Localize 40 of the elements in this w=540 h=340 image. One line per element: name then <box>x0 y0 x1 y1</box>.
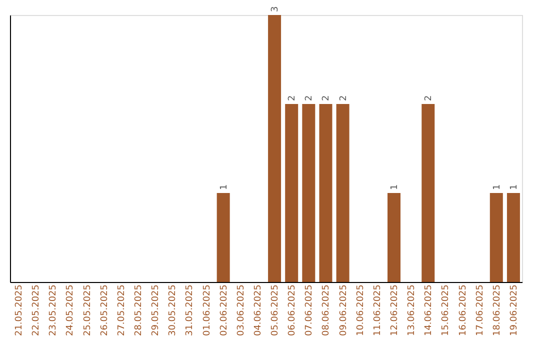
data-label: 2 <box>304 95 315 101</box>
data-label: 2 <box>288 95 298 101</box>
x-tick-label: 16.06.2025 <box>458 284 468 336</box>
x-tick-label: 06.06.2025 <box>288 284 298 336</box>
x-tick-label: 17.06.2025 <box>475 284 486 336</box>
x-tick-label: 30.05.2025 <box>168 284 178 336</box>
x-tick-label: 05.06.2025 <box>270 284 281 336</box>
x-tick-label: 08.06.2025 <box>322 284 332 336</box>
data-label: 3 <box>270 6 281 12</box>
x-tick-label: 02.06.2025 <box>219 284 230 336</box>
data-label: 2 <box>338 95 349 101</box>
x-tick-label: 15.06.2025 <box>441 284 452 336</box>
data-label: 2 <box>322 95 332 101</box>
x-tick-label: 31.05.2025 <box>185 284 196 336</box>
x-tick-label: 19.06.2025 <box>509 284 520 336</box>
x-tick-label: 10.06.2025 <box>356 284 366 336</box>
x-tick-label: 11.06.2025 <box>372 284 383 336</box>
x-tick-label: 03.06.2025 <box>236 284 246 336</box>
x-tick-label: 18.06.2025 <box>492 284 502 336</box>
x-tick-label: 09.06.2025 <box>338 284 349 336</box>
x-tick-label: 07.06.2025 <box>304 284 315 336</box>
x-tick-label: 14.06.2025 <box>424 284 434 336</box>
x-tick-label: 24.05.2025 <box>66 284 76 336</box>
x-tick-label: 01.06.2025 <box>202 284 212 336</box>
data-label: 1 <box>390 184 400 190</box>
x-tick-label: 13.06.2025 <box>407 284 418 336</box>
data-label: 1 <box>219 184 230 190</box>
data-label: 1 <box>509 184 520 190</box>
x-tick-label: 26.05.2025 <box>100 284 110 336</box>
x-tick-label: 22.05.2025 <box>32 284 42 336</box>
data-label: 1 <box>492 184 502 190</box>
x-tick-label: 27.05.2025 <box>116 284 127 336</box>
x-tick-label: 12.06.2025 <box>390 284 400 336</box>
x-tick-label: 23.05.2025 <box>48 284 59 336</box>
x-tick-label: 25.05.2025 <box>82 284 93 336</box>
data-label: 2 <box>424 95 434 101</box>
x-tick-label: 21.05.2025 <box>14 284 25 336</box>
x-tick-label: 04.06.2025 <box>253 284 264 336</box>
x-tick-label: 29.05.2025 <box>151 284 162 336</box>
x-tick-label: 28.05.2025 <box>134 284 144 336</box>
